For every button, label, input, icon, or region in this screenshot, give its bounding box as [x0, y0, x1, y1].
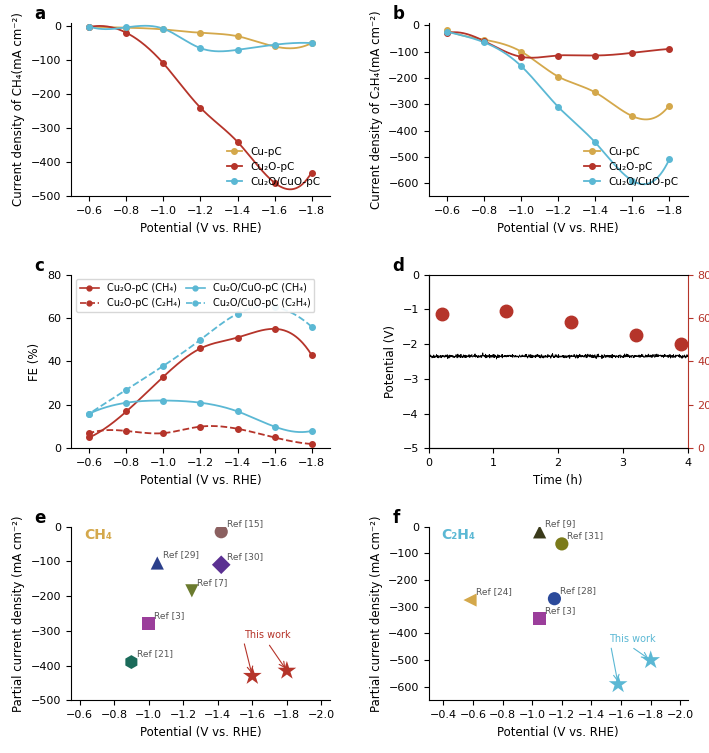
Legend: Cu₂O-pC (CH₄), Cu₂O-pC (C₂H₄), Cu₂O/CuO-pC (CH₄), Cu₂O/CuO-pC (C₂H₄): Cu₂O-pC (CH₄), Cu₂O-pC (C₂H₄), Cu₂O/CuO-… [76, 279, 315, 312]
Text: Ref [9]: Ref [9] [545, 520, 576, 529]
X-axis label: Potential (V vs. RHE): Potential (V vs. RHE) [140, 221, 262, 235]
Y-axis label: Potential (V): Potential (V) [384, 325, 397, 398]
X-axis label: Potential (V vs. RHE): Potential (V vs. RHE) [140, 474, 262, 486]
Text: Ref [7]: Ref [7] [197, 578, 228, 587]
Text: Ref [21]: Ref [21] [137, 650, 173, 659]
Text: Ref [15]: Ref [15] [227, 519, 263, 528]
Text: e: e [35, 509, 46, 527]
Point [645, 654, 657, 666]
Text: This work: This work [609, 634, 656, 644]
Point [534, 613, 545, 625]
X-axis label: Potential (V vs. RHE): Potential (V vs. RHE) [497, 726, 619, 739]
Text: This work: This work [244, 630, 290, 640]
Point [143, 617, 155, 630]
Text: b: b [392, 5, 404, 23]
Y-axis label: Partial current density (mA cm⁻²): Partial current density (mA cm⁻²) [370, 515, 383, 712]
X-axis label: Time (h): Time (h) [533, 474, 583, 486]
Legend: Cu-pC, Cu₂O-pC, Cu₂O/CuO-pC: Cu-pC, Cu₂O-pC, Cu₂O/CuO-pC [580, 142, 683, 191]
Point [125, 656, 137, 668]
Y-axis label: Current density of CH₄(mA cm⁻²): Current density of CH₄(mA cm⁻²) [12, 13, 25, 206]
Text: Ref [28]: Ref [28] [560, 586, 596, 595]
Point [613, 678, 624, 691]
Point [152, 557, 163, 569]
Point [186, 585, 198, 597]
Text: Ref [29]: Ref [29] [163, 550, 199, 559]
Point [281, 665, 293, 677]
Text: C₂H₄: C₂H₄ [442, 528, 476, 541]
Y-axis label: Current density of C₂H₄(mA cm⁻²): Current density of C₂H₄(mA cm⁻²) [370, 10, 383, 209]
Text: a: a [35, 5, 46, 23]
Point [549, 593, 560, 605]
Text: d: d [392, 257, 404, 275]
Text: Ref [31]: Ref [31] [567, 532, 603, 541]
Text: Ref [24]: Ref [24] [476, 587, 511, 596]
Text: CH₄: CH₄ [84, 528, 112, 541]
Point [556, 538, 567, 550]
Legend: Cu-pC, Cu₂O-pC, Cu₂O/CuO-pC: Cu-pC, Cu₂O-pC, Cu₂O/CuO-pC [223, 142, 325, 191]
Point [216, 526, 227, 538]
Text: Ref [3]: Ref [3] [545, 606, 576, 615]
X-axis label: Potential (V vs. RHE): Potential (V vs. RHE) [140, 726, 262, 739]
Text: Ref [30]: Ref [30] [227, 552, 263, 561]
X-axis label: Potential (V vs. RHE): Potential (V vs. RHE) [497, 221, 619, 235]
Point [216, 559, 227, 571]
Text: f: f [392, 509, 400, 527]
Point [247, 670, 258, 682]
Text: Ref [3]: Ref [3] [154, 611, 184, 620]
Y-axis label: FE (%): FE (%) [28, 343, 42, 380]
Text: c: c [35, 257, 45, 275]
Y-axis label: Partial current density (mA cm⁻²): Partial current density (mA cm⁻²) [12, 515, 25, 712]
Point [464, 594, 476, 606]
Point [534, 526, 545, 538]
